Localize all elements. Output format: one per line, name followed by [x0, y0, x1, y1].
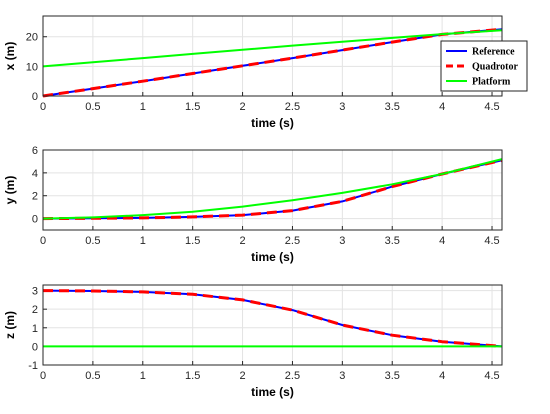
axes-box: [42, 284, 503, 366]
x-tick-label: 4.5: [484, 101, 499, 113]
x-tick-label: 3: [339, 235, 345, 247]
x-tick-label: 4: [439, 101, 445, 113]
y-tick-label: 2: [32, 304, 38, 316]
legend-box: [440, 40, 528, 92]
x-tick-label: 3: [339, 101, 345, 113]
y-tick-label: 20: [26, 32, 38, 44]
legend-label-quadrotor: Quadrotor: [472, 62, 518, 73]
chart-panel-1: 0 0.5 1 1.5 2 2.5 3 3.5 4 4.5 0 10 20 time (s) x (m) Re…: [3, 15, 528, 130]
x-tick-label: 0: [40, 370, 46, 382]
x-tick-label: 3: [339, 370, 345, 382]
x-axis-label: time (s): [251, 116, 294, 130]
x-tick-label: 1: [140, 101, 146, 113]
series-line-quadrotor: [42, 27, 503, 98]
legend-label-platform: Platform: [472, 77, 511, 88]
legend: Reference Quadrotor Platform: [440, 40, 528, 92]
y-tick-label: 3: [32, 286, 38, 298]
x-tick-label: 2.5: [285, 235, 300, 247]
x-tick-label: 1.5: [185, 101, 200, 113]
series-line-platform: [42, 158, 503, 220]
x-tick-label: 3.5: [385, 235, 400, 247]
x-tick-label: 0: [40, 235, 46, 247]
x-tick-label: 3.5: [385, 370, 400, 382]
series-line-quadrotor: [42, 158, 503, 221]
x-tick-label: 2: [240, 235, 246, 247]
y-tick-label: 6: [32, 145, 38, 157]
x-tick-label: 1: [140, 235, 146, 247]
plot-area: [43, 16, 502, 96]
x-tick-label: 0.5: [85, 101, 100, 113]
x-tick-label: 0.5: [85, 370, 100, 382]
x-tick-label: 2: [240, 101, 246, 113]
x-tick-label: 1: [140, 370, 146, 382]
x-tick-label: 2.5: [285, 101, 300, 113]
y-tick-label: 0: [32, 214, 38, 226]
series-line-quadrotor: [42, 289, 503, 348]
x-tick-label: 4: [439, 370, 445, 382]
x-tick-label: 4.5: [484, 235, 499, 247]
y-tick-label: -1: [28, 360, 38, 372]
x-tick-label: 4: [439, 235, 445, 247]
x-tick-label: 1.5: [185, 235, 200, 247]
y-tick-label: 0: [32, 91, 38, 103]
y-tick-label: 1: [32, 323, 38, 335]
x-axis-label: time (s): [251, 385, 294, 399]
legend-label-reference: Reference: [472, 47, 515, 58]
x-axis-label: time (s): [251, 250, 294, 264]
y-tick-label: 0: [32, 341, 38, 353]
axes-box: [42, 149, 503, 231]
x-tick-label: 2: [240, 370, 246, 382]
plot-area: [43, 285, 502, 365]
x-tick-label: 0.5: [85, 235, 100, 247]
x-tick-label: 3.5: [385, 101, 400, 113]
y-axis-label: y (m): [3, 176, 17, 205]
y-tick-label: 4: [32, 168, 38, 180]
x-tick-label: 4.5: [484, 370, 499, 382]
x-tick-label: 1.5: [185, 370, 200, 382]
y-axis-label: x (m): [3, 42, 17, 71]
y-tick-label: 2: [32, 191, 38, 203]
y-axis-label: z (m): [3, 311, 17, 339]
series-line-platform: [42, 29, 503, 68]
chart-panel-2: 0 0.5 1 1.5 2 2.5 3 3.5 4 4.5 0 2 4 6 time (s) y (m): [3, 145, 503, 264]
y-tick-label: 10: [26, 61, 38, 73]
x-tick-label: 0: [40, 101, 46, 113]
x-tick-label: 2.5: [285, 370, 300, 382]
